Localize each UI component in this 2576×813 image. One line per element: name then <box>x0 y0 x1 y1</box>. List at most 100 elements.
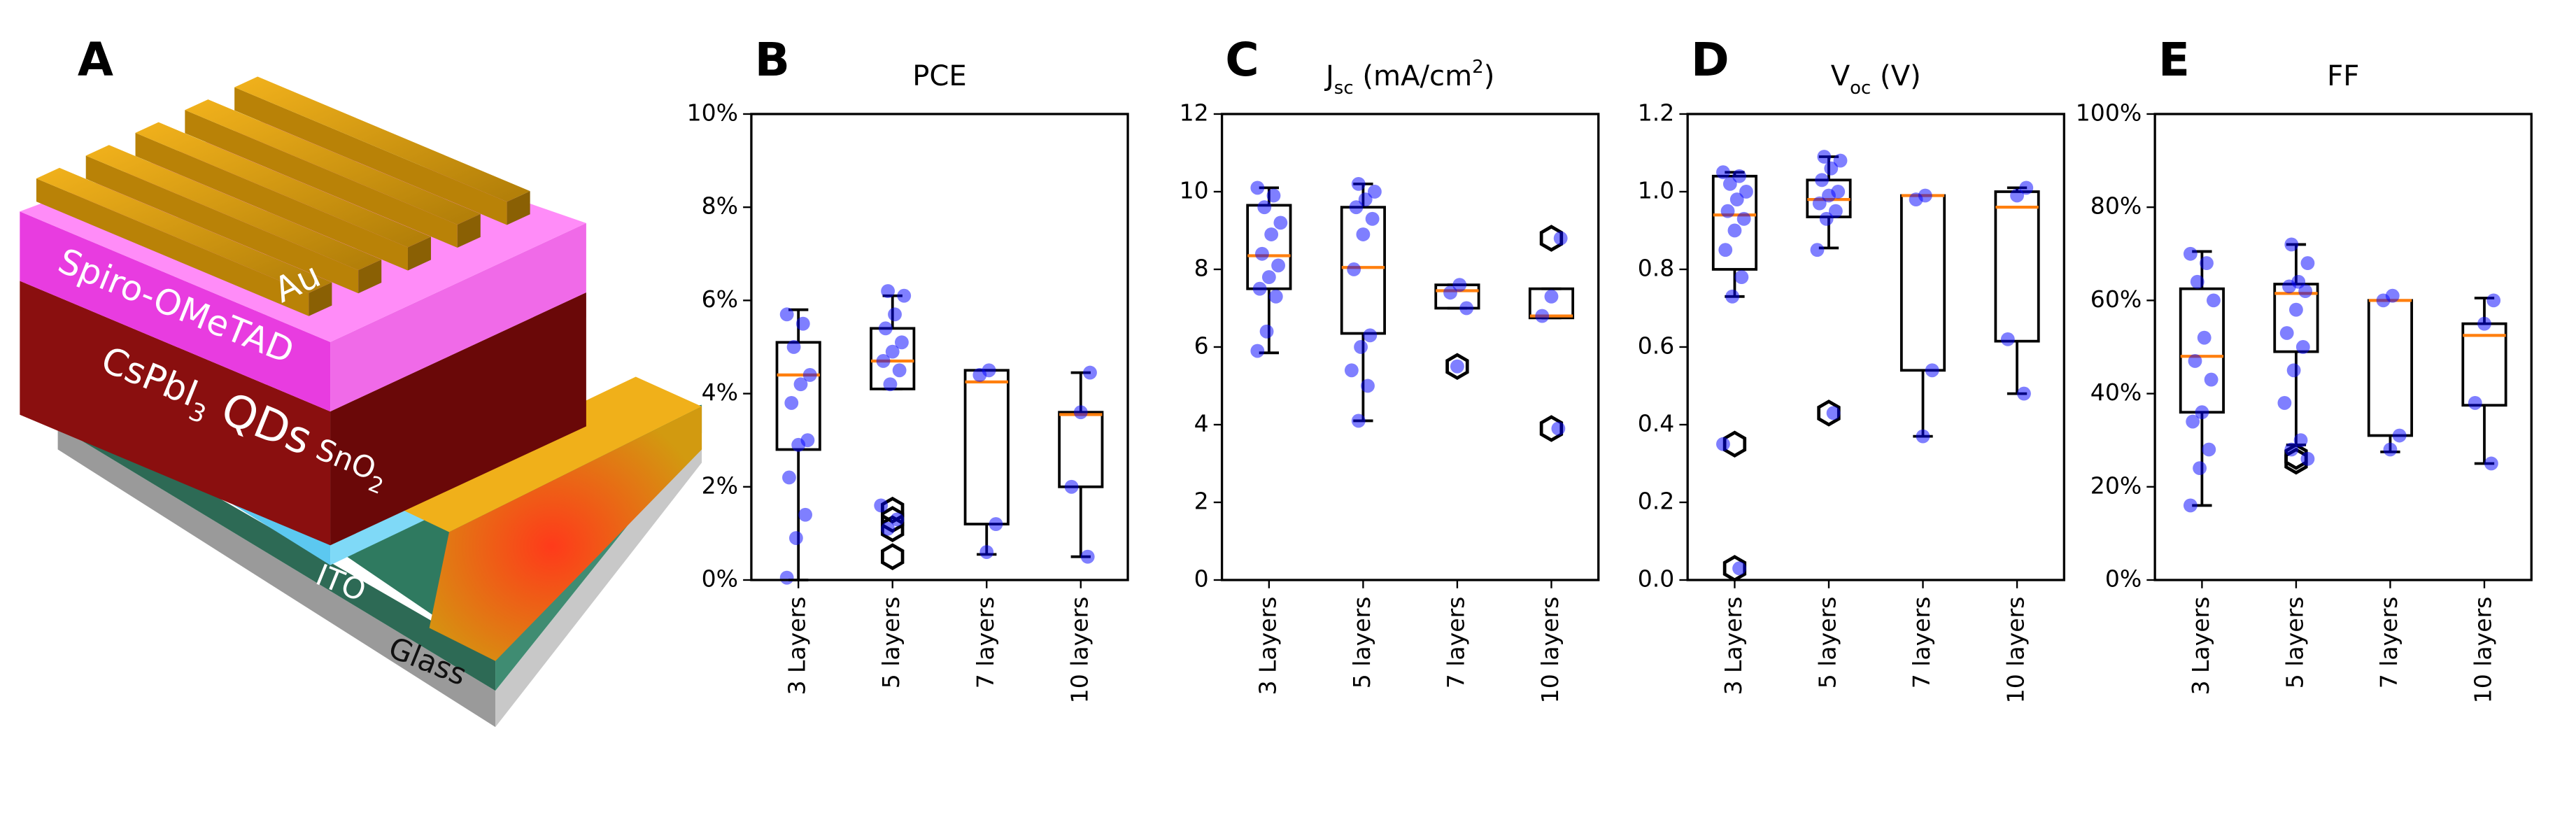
data-point <box>2383 442 2398 457</box>
glass-front <box>57 426 496 728</box>
title-part: PCE <box>912 60 967 92</box>
y-tick-label: 1.2 <box>1638 99 1675 126</box>
data-point <box>1261 270 1276 284</box>
contact-top <box>379 376 702 532</box>
data-point <box>1268 289 1283 304</box>
data-point <box>779 570 794 585</box>
strip-top <box>85 145 382 271</box>
data-point <box>2289 302 2303 317</box>
data-point <box>2279 326 2294 340</box>
data-point <box>1255 246 1269 261</box>
data-point <box>888 307 902 322</box>
data-point <box>2183 246 2198 261</box>
x-tick-label: 7 layers <box>1442 597 1469 689</box>
x-tick-label: 5 layers <box>2281 597 2308 689</box>
box <box>1994 190 2040 343</box>
y-tick-label: 10 <box>1180 176 1209 204</box>
strip-top <box>36 167 332 293</box>
x-tick-label: 10 layers <box>1066 597 1093 704</box>
y-tick-label: 8% <box>702 192 738 220</box>
x-tick-label: 5 layers <box>1813 597 1841 689</box>
data-point <box>1459 301 1474 316</box>
data-point <box>1810 243 1825 257</box>
data-point <box>1351 413 1366 428</box>
data-point <box>885 344 900 359</box>
data-point <box>1365 211 1380 226</box>
data-point <box>897 288 912 303</box>
data-point <box>874 498 889 513</box>
data-point <box>2204 372 2218 387</box>
device-schematic: A Au Spiro-OMeTAD CsPbI3 QDs SnO2 ITO Gl… <box>20 33 702 728</box>
y-tick-label: 0.2 <box>1638 487 1675 514</box>
data-point <box>989 517 1003 531</box>
data-point <box>2195 405 2209 420</box>
data-point <box>2298 284 2313 298</box>
data-point <box>788 531 803 545</box>
spiro-front <box>20 211 331 412</box>
data-point <box>2202 442 2216 457</box>
box <box>1528 287 1575 320</box>
electrodes <box>36 76 530 316</box>
data-point <box>883 377 898 392</box>
data-point <box>2010 188 2024 203</box>
title-part: FF <box>2327 60 2359 92</box>
data-point <box>1736 211 1751 226</box>
data-point <box>2477 316 2491 331</box>
data-point <box>2468 395 2482 410</box>
y-tick-label: 0.0 <box>1638 565 1675 592</box>
strip-side <box>457 213 481 248</box>
data-point <box>1073 405 1088 420</box>
data-point <box>798 507 813 522</box>
data-point <box>2284 237 2299 252</box>
data-point <box>1732 169 1746 183</box>
data-point <box>1732 561 1746 576</box>
data-point <box>1916 429 1930 444</box>
data-point <box>1824 161 1839 176</box>
y-tick-label: 80% <box>2090 192 2142 220</box>
box <box>2367 299 2414 437</box>
box-plot: B PCE 0% 2% 4% 6% 8% 10% 3 Layers 5 layers 7 layer… <box>687 33 1129 704</box>
panel-label: E <box>2158 33 2190 87</box>
y-tick-label: 4% <box>702 379 738 406</box>
data-point <box>2200 256 2214 271</box>
title-part: oc <box>1850 78 1871 99</box>
strip-top <box>234 76 530 202</box>
data-point <box>782 470 796 485</box>
data-point <box>1718 243 1733 257</box>
y-tick-label: 0.8 <box>1638 254 1675 281</box>
title-part: J <box>1324 60 1334 92</box>
x-tick-label: 3 Layers <box>1254 597 1281 695</box>
y-tick-label: 0 <box>1194 565 1209 592</box>
plot-frame <box>1686 113 2065 581</box>
data-point <box>1363 328 1378 343</box>
strip-front <box>135 132 408 271</box>
y-tick-label: 0.6 <box>1638 332 1675 359</box>
data-point <box>1925 363 1939 378</box>
data-point <box>1833 153 1848 168</box>
data-point <box>2284 442 2299 457</box>
data-point <box>1828 204 1843 218</box>
data-point <box>1452 278 1467 292</box>
data-point <box>2282 279 2296 294</box>
data-point <box>2186 414 2200 429</box>
title-part: ) <box>1484 60 1495 92</box>
ito-front <box>57 409 496 691</box>
data-point <box>876 354 891 368</box>
y-tick-label: 2 <box>1194 487 1209 514</box>
contact-front <box>429 406 702 661</box>
x-tick-label: 3 Layers <box>2187 597 2214 695</box>
data-point <box>1815 173 1829 188</box>
data-point <box>1344 363 1359 378</box>
x-tick-label: 3 Layers <box>784 597 811 695</box>
x-tick-label: 10 layers <box>1536 597 1564 704</box>
plot-frame <box>2153 113 2533 581</box>
data-point <box>2300 256 2315 271</box>
data-point <box>881 521 896 536</box>
data-point <box>2183 498 2198 513</box>
y-tick-label: 40% <box>2090 379 2142 406</box>
data-point <box>1264 227 1279 241</box>
data-point <box>1722 176 1737 191</box>
data-point <box>2286 363 2301 378</box>
y-tick-label: 4 <box>1194 409 1209 437</box>
